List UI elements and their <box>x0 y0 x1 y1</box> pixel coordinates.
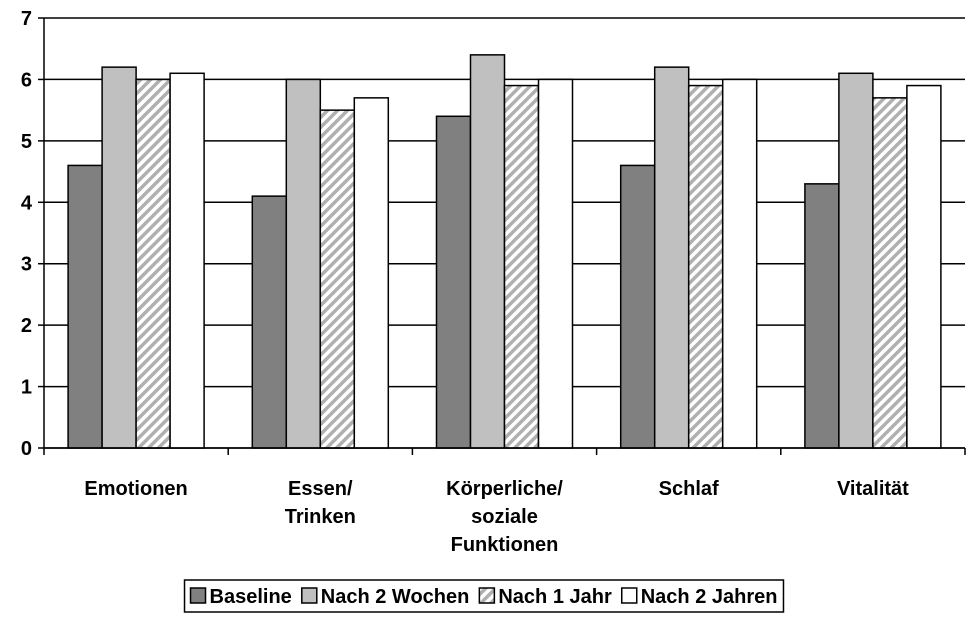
bar <box>721 78 758 449</box>
bar <box>804 183 840 449</box>
y-tick-label: 6 <box>21 69 32 91</box>
legend-swatch <box>620 587 638 604</box>
bar <box>872 97 908 449</box>
legend-label: Nach 2 Wochen <box>321 586 470 608</box>
x-tick-label: Vitalität <box>837 478 909 500</box>
bar <box>319 109 356 449</box>
bar <box>469 54 506 449</box>
y-tick-label: 1 <box>21 377 32 399</box>
x-tick-label: Essen/Trinken <box>285 478 356 528</box>
bar <box>435 115 472 449</box>
y-tick-label: 5 <box>21 131 32 153</box>
bar <box>353 97 390 449</box>
y-tick-label: 4 <box>21 192 33 214</box>
legend-label: Nach 2 Jahren <box>641 586 778 608</box>
y-tick-label: 2 <box>21 315 32 337</box>
bar <box>135 78 171 449</box>
legend-label: Nach 1 Jahr <box>498 586 612 608</box>
x-tick-label: Schlaf <box>659 478 719 500</box>
bar <box>687 84 724 449</box>
bar <box>653 66 690 449</box>
y-tick-label: 7 <box>21 8 32 30</box>
bar <box>619 164 656 449</box>
legend: Baseline Nach 2 Wochen Nach 1 Jahr Nach 2 J… <box>183 579 785 613</box>
legend-label: Baseline <box>210 586 292 608</box>
bar <box>169 72 205 449</box>
bar <box>537 78 574 449</box>
bar <box>67 164 103 449</box>
bar <box>838 72 874 449</box>
bar <box>101 66 137 449</box>
bar <box>251 195 288 449</box>
bar <box>503 84 540 449</box>
x-tick-label: Emotionen <box>84 478 187 500</box>
legend-swatch <box>478 587 496 604</box>
legend-swatch <box>301 587 318 604</box>
y-tick-label: 0 <box>21 438 32 460</box>
bar <box>285 78 322 449</box>
y-tick-label: 3 <box>21 254 32 276</box>
x-tick-label: Körperliche/soziale Funktionen <box>446 478 563 556</box>
bar <box>906 84 942 449</box>
legend-swatch <box>189 587 207 604</box>
